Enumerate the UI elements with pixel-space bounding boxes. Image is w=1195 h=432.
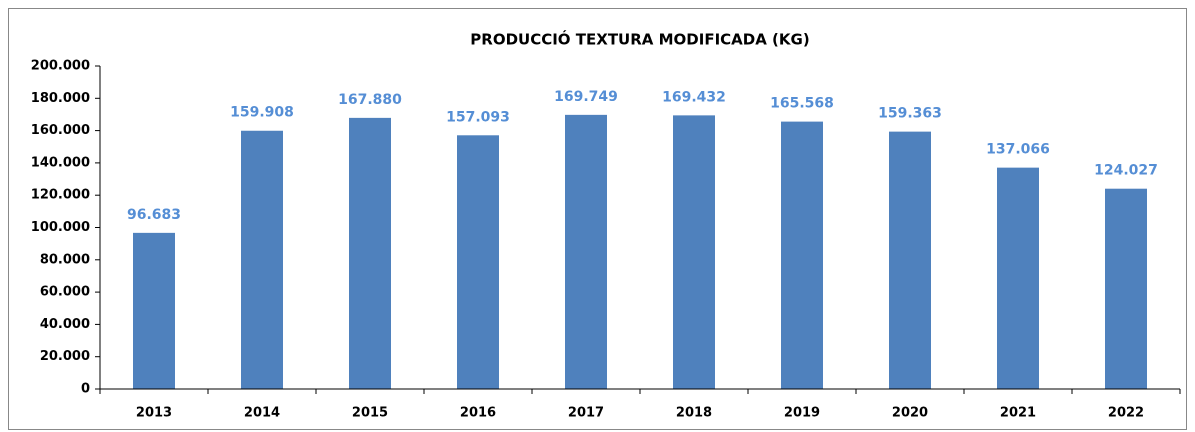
bar [565,114,607,390]
bar [673,115,715,390]
value-label: 159.363 [878,106,942,122]
x-tick-label: 2018 [676,406,712,421]
x-tick-label: 2020 [892,406,928,421]
value-label: 157.093 [446,109,510,125]
value-label: 169.432 [662,89,726,105]
value-label: 96.683 [127,207,181,223]
y-tick-label: 120.000 [31,188,90,203]
x-tick-label: 2021 [1000,406,1036,421]
y-tick-label: 200.000 [31,59,90,74]
y-tick-label: 0 [81,382,90,397]
x-tick-label: 2022 [1108,406,1144,421]
value-label: 165.568 [770,96,834,112]
x-tick-label: 2014 [244,406,280,421]
value-label: 124.027 [1094,163,1158,179]
y-tick-label: 40.000 [40,317,90,332]
value-label: 137.066 [986,142,1050,158]
x-tick-label: 2016 [460,406,496,421]
bar [241,130,283,389]
value-label: 167.880 [338,92,402,108]
x-tick-label: 2017 [568,406,604,421]
value-label: 169.749 [554,89,618,105]
bar [457,135,499,389]
y-tick-label: 80.000 [40,252,90,267]
bar [889,131,931,389]
y-tick-label: 160.000 [31,123,90,138]
chart-title: PRODUCCIÓ TEXTURA MODIFICADA (KG) [470,30,809,49]
bar [781,121,823,390]
bar [997,167,1039,389]
bar [133,232,175,389]
x-tick-label: 2019 [784,406,820,421]
y-tick-label: 140.000 [31,155,90,170]
value-label: 159.908 [230,105,294,121]
y-tick-label: 180.000 [31,91,90,106]
x-tick-label: 2015 [352,406,388,421]
x-tick-label: 2013 [136,406,172,421]
y-tick-label: 100.000 [31,220,90,235]
y-tick-label: 60.000 [40,285,90,300]
bar [1105,188,1147,389]
y-tick-label: 20.000 [40,349,90,364]
bar [349,117,391,389]
